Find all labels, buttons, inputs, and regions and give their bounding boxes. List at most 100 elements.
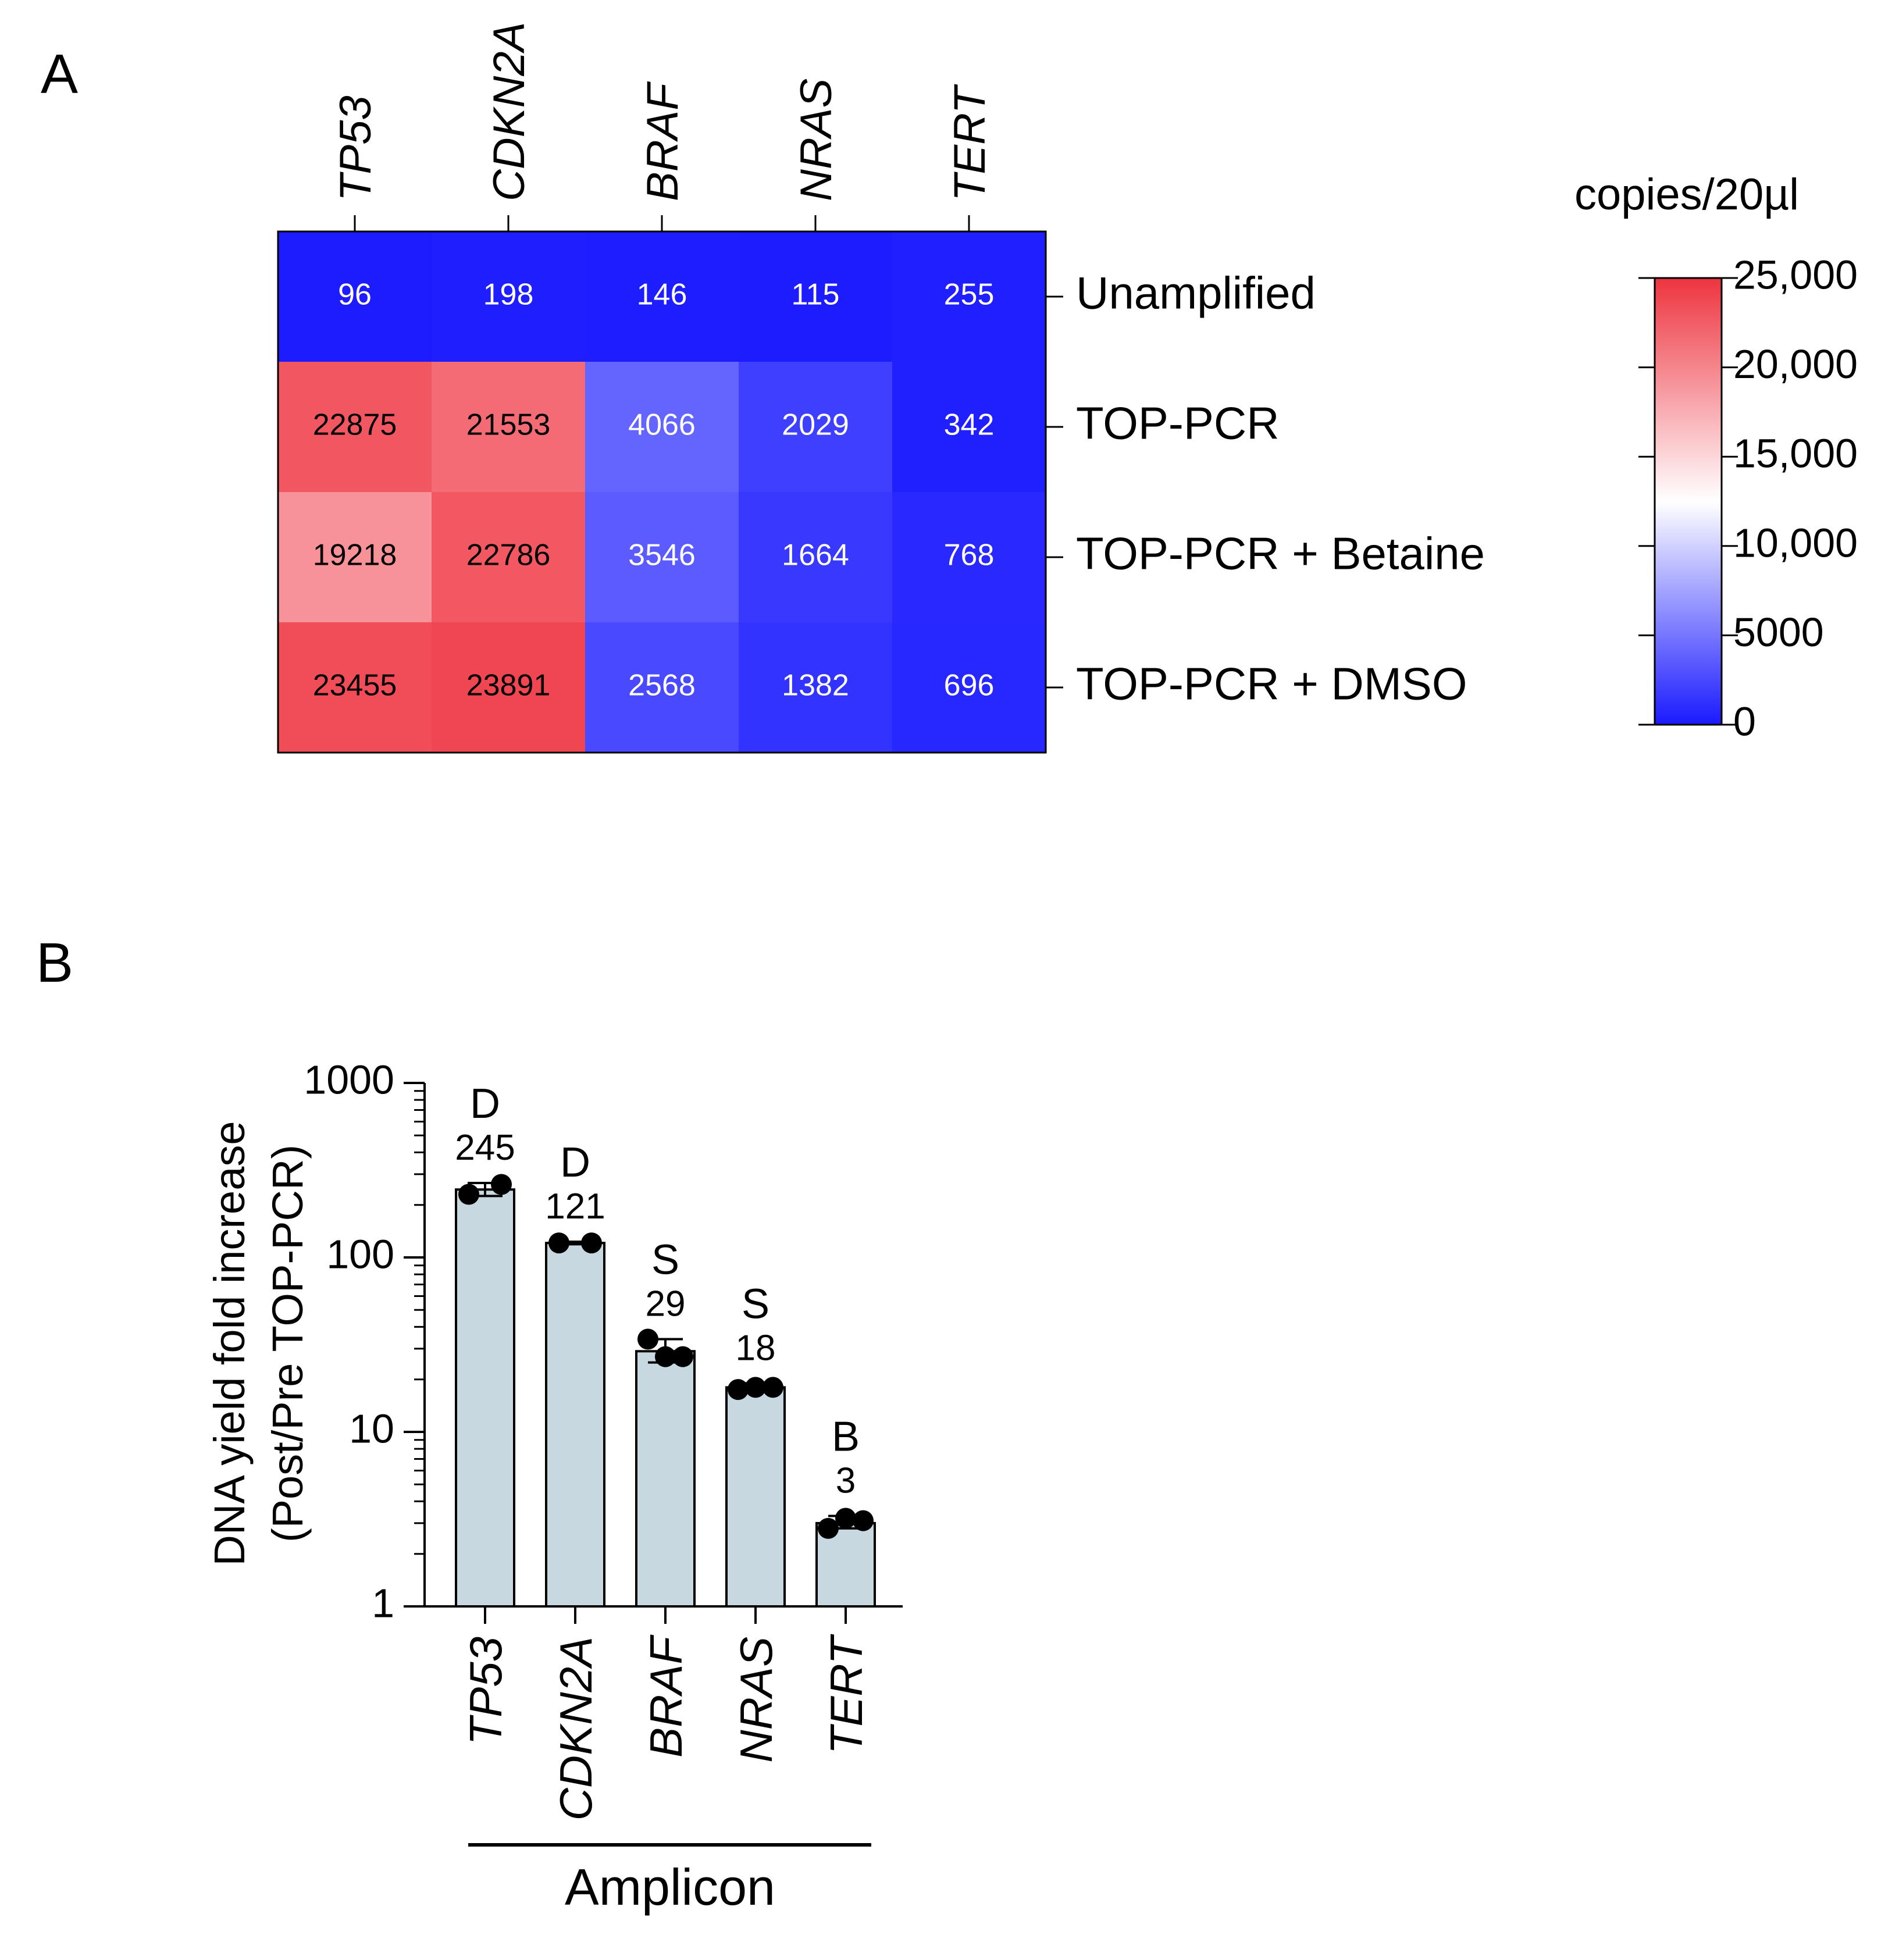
heatmap-row-label: TOP-PCR + DMSO bbox=[1076, 658, 1467, 710]
heatmap-column-label: BRAF bbox=[638, 81, 687, 201]
heatmap-cell bbox=[278, 622, 432, 753]
value-label: 18 bbox=[736, 1328, 776, 1368]
data-point bbox=[458, 1184, 479, 1205]
value-label: 121 bbox=[545, 1186, 605, 1227]
panel-a-label: A bbox=[41, 43, 78, 105]
data-point bbox=[745, 1377, 766, 1398]
heatmap-cell-value: 23455 bbox=[313, 669, 397, 703]
heatmap-cell bbox=[432, 492, 585, 622]
x-tick-label: CDKN2A bbox=[550, 1637, 601, 1820]
data-point bbox=[763, 1377, 783, 1398]
data-point bbox=[672, 1346, 693, 1367]
bar bbox=[635, 1350, 696, 1608]
colorbar-tick-label: 20,000 bbox=[1733, 341, 1858, 387]
heatmap-cell-value: 255 bbox=[944, 278, 995, 312]
x-tick-label: BRAF bbox=[640, 1634, 692, 1758]
bar bbox=[725, 1386, 786, 1608]
value-label: 3 bbox=[836, 1460, 856, 1501]
heatmap-cell bbox=[585, 231, 739, 362]
colorbar-tick-label: 15,000 bbox=[1733, 431, 1858, 476]
significance-letter: S bbox=[742, 1281, 769, 1327]
x-tick-label: TERT bbox=[821, 1634, 872, 1755]
colorbar-bar bbox=[1654, 277, 1723, 726]
panel-b-label: B bbox=[36, 932, 73, 994]
heatmap-column-label: CDKN2A bbox=[484, 22, 534, 201]
x-tick-label: TP53 bbox=[460, 1637, 511, 1745]
heatmap: 96 198 146 115 255 22875 21553 4066 2029 342 19218… bbox=[277, 22, 1485, 754]
heatmap-cell bbox=[739, 362, 892, 492]
heatmap-cell bbox=[585, 362, 739, 492]
colorbar-tick-label: 5000 bbox=[1733, 610, 1824, 655]
colorbar-title: copies/20µl bbox=[1574, 170, 1799, 219]
x-tick-label: NRAS bbox=[731, 1637, 782, 1763]
heatmap-cell-value: 696 bbox=[944, 669, 995, 703]
heatmap-column-label: TP53 bbox=[331, 95, 380, 201]
colorbar-tick-label: 0 bbox=[1733, 699, 1756, 744]
heatmap-cell-value: 2029 bbox=[782, 408, 849, 442]
heatmap-cell-value: 1382 bbox=[782, 669, 849, 703]
data-point bbox=[853, 1510, 874, 1531]
significance-letter: B bbox=[832, 1413, 860, 1460]
colorbar: copies/20µl 0 5000 10,000 15,000 20,000 25,000 bbox=[1574, 170, 1858, 744]
heatmap-cell bbox=[585, 492, 739, 622]
heatmap-cell bbox=[278, 231, 432, 362]
data-point bbox=[581, 1232, 602, 1254]
bar bbox=[455, 1188, 515, 1608]
heatmap-cell bbox=[432, 362, 585, 492]
heatmap-cell-value: 2568 bbox=[628, 669, 696, 703]
x-axis-label: Amplicon bbox=[565, 1858, 775, 1916]
heatmap-cell bbox=[892, 622, 1046, 753]
y-tick-label: 100 bbox=[326, 1231, 394, 1277]
heatmap-cell bbox=[432, 622, 585, 753]
heatmap-cell-value: 1664 bbox=[782, 539, 849, 572]
colorbar-tick-label: 10,000 bbox=[1733, 520, 1858, 565]
heatmap-cell-value: 342 bbox=[944, 408, 995, 442]
data-point bbox=[728, 1379, 749, 1400]
y-tick-label: 1 bbox=[372, 1580, 394, 1626]
significance-letter: D bbox=[470, 1081, 500, 1127]
bar bbox=[545, 1242, 605, 1608]
heatmap-cell bbox=[432, 231, 585, 362]
data-point bbox=[835, 1508, 856, 1529]
value-label: 245 bbox=[455, 1128, 515, 1168]
heatmap-cell bbox=[739, 231, 892, 362]
y-tick-label: 10 bbox=[349, 1406, 394, 1451]
data-point bbox=[655, 1346, 676, 1367]
y-tick-label: 1000 bbox=[304, 1057, 394, 1102]
heatmap-cell-value: 146 bbox=[637, 278, 687, 312]
heatmap-cell-value: 768 bbox=[944, 539, 995, 572]
heatmap-cell-value: 198 bbox=[483, 278, 534, 312]
heatmap-cell-value: 23891 bbox=[466, 669, 551, 703]
significance-letter: D bbox=[560, 1139, 590, 1186]
data-point bbox=[818, 1517, 839, 1539]
heatmap-cell bbox=[892, 231, 1046, 362]
heatmap-cell-value: 19218 bbox=[313, 539, 397, 572]
significance-letter: S bbox=[651, 1237, 679, 1284]
heatmap-cell-value: 115 bbox=[792, 278, 840, 312]
data-point bbox=[548, 1232, 569, 1254]
heatmap-cell bbox=[278, 492, 432, 622]
y-axis-label: DNA yield fold increase bbox=[205, 1121, 254, 1566]
heatmap-cell-value: 22786 bbox=[466, 539, 551, 572]
heatmap-cell bbox=[278, 362, 432, 492]
heatmap-cell-value: 21553 bbox=[466, 408, 551, 442]
heatmap-cell bbox=[892, 492, 1046, 622]
data-point bbox=[491, 1174, 512, 1195]
heatmap-row-label: TOP-PCR + Betaine bbox=[1076, 528, 1485, 579]
heatmap-column-label: TERT bbox=[945, 84, 995, 201]
heatmap-row-label: Unamplified bbox=[1076, 268, 1316, 319]
heatmap-cell-value: 96 bbox=[338, 278, 372, 312]
heatmap-cell bbox=[892, 362, 1046, 492]
heatmap-cell-value: 4066 bbox=[628, 408, 696, 442]
heatmap-cell-value: 3546 bbox=[628, 539, 696, 572]
heatmap-cell-value: 22875 bbox=[313, 408, 397, 442]
heatmap-row-label: TOP-PCR bbox=[1076, 398, 1280, 449]
heatmap-cell bbox=[739, 622, 892, 753]
value-label: 29 bbox=[646, 1284, 686, 1324]
y-axis-label: (Post/Pre TOP-PCR) bbox=[263, 1145, 312, 1542]
heatmap-cell bbox=[739, 492, 892, 622]
colorbar-tick-label: 25,000 bbox=[1733, 252, 1858, 297]
heatmap-column-label: NRAS bbox=[792, 79, 841, 201]
bar-chart: 1 10 100 1000 DNA yield fold increase (Post/P… bbox=[205, 1057, 903, 1916]
